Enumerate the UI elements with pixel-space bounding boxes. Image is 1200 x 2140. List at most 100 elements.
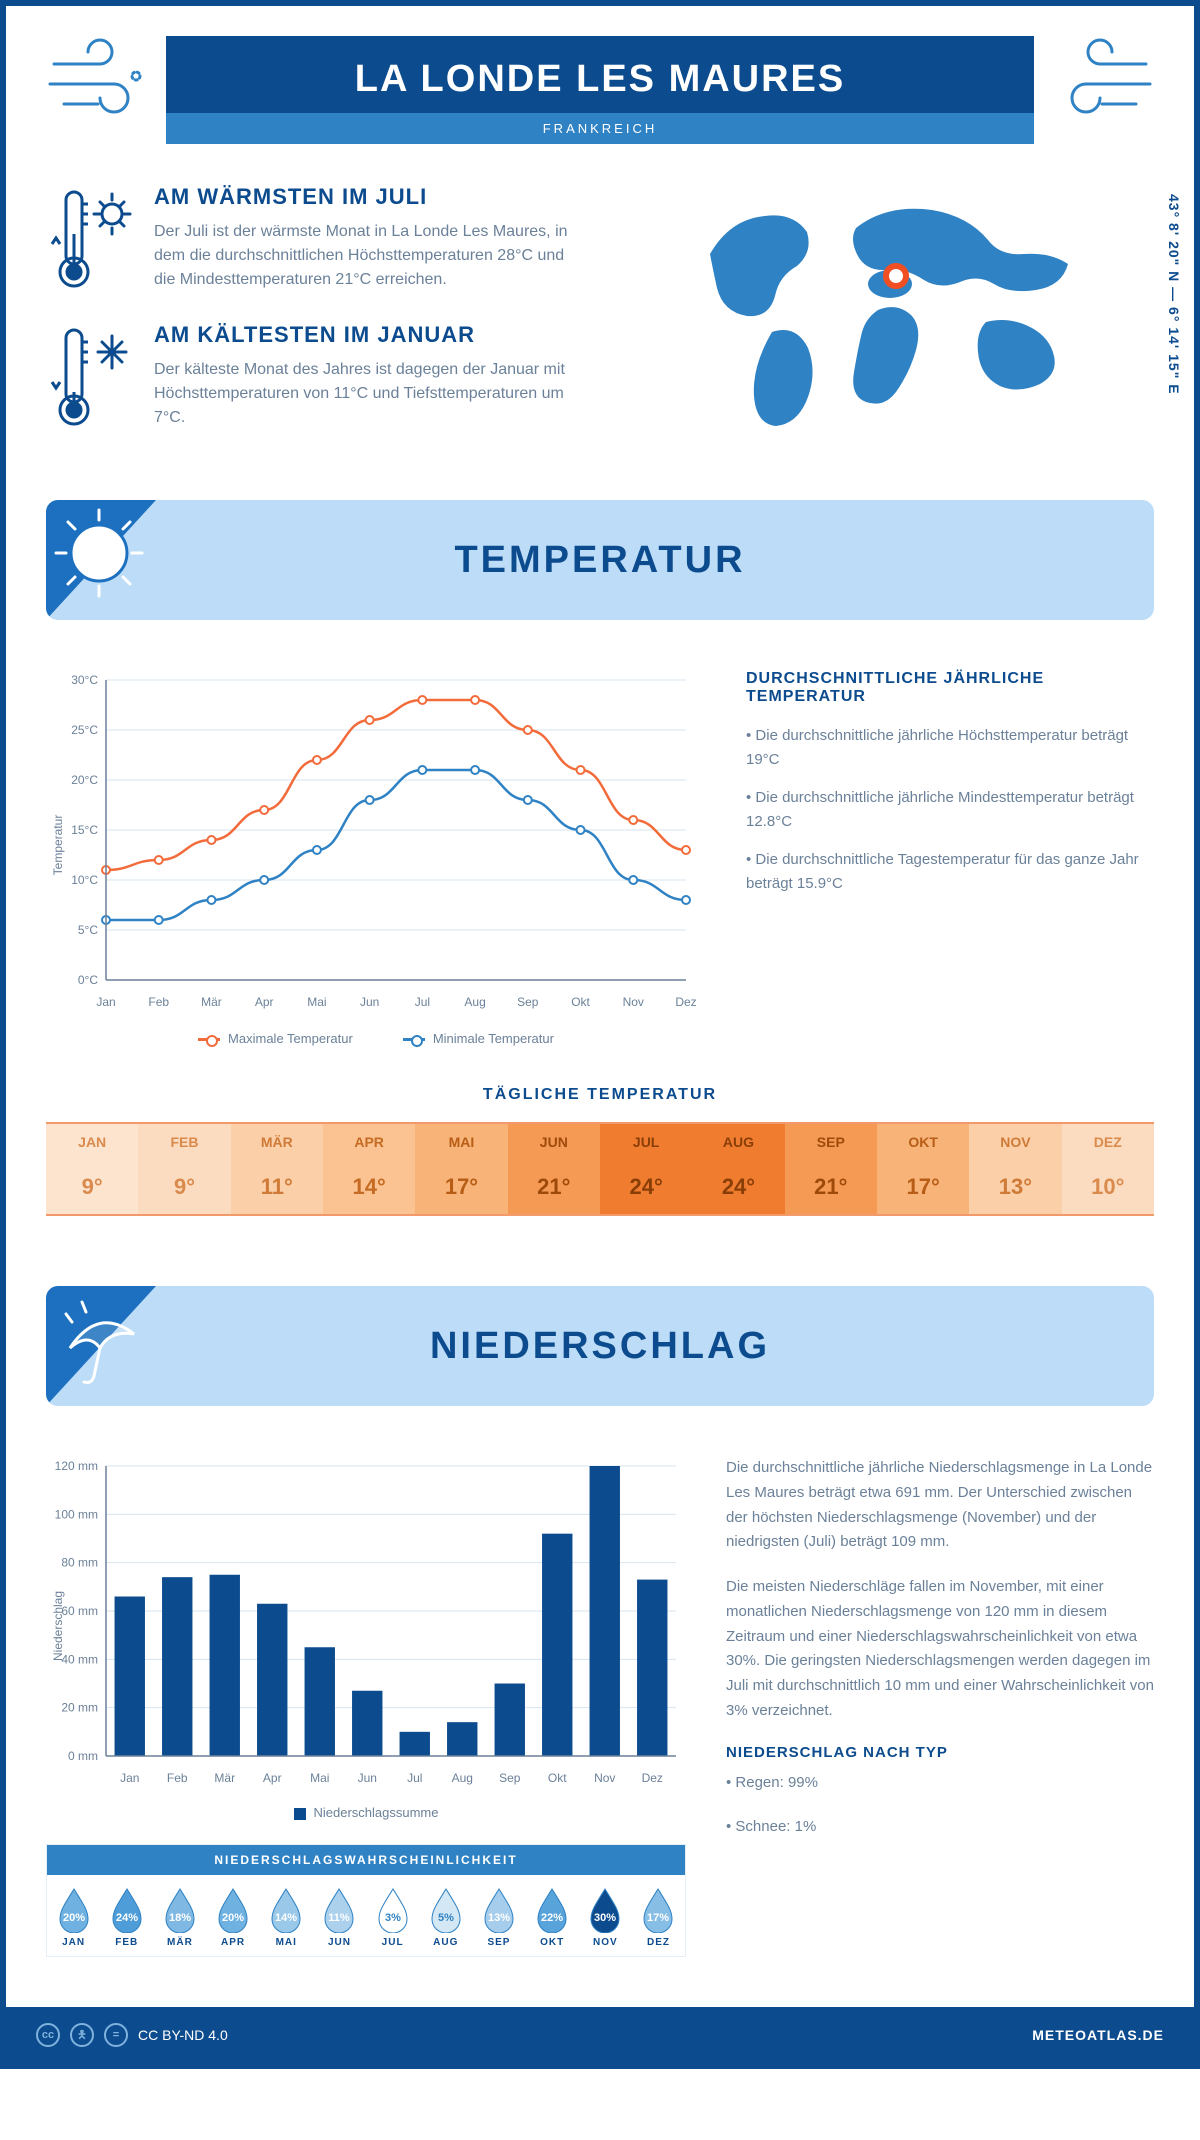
svg-text:Apr: Apr (263, 1771, 282, 1785)
prob-cell: 5%AUG (419, 1875, 472, 1956)
precip-section-banner: NIEDERSCHLAG (46, 1286, 1154, 1406)
svg-text:Okt: Okt (571, 995, 590, 1009)
svg-text:17%: 17% (647, 1912, 669, 1924)
svg-text:60 mm: 60 mm (61, 1604, 98, 1618)
prob-cell: 11%JUN (313, 1875, 366, 1956)
coldest-heading: AM KÄLTESTEN IM JANUAR (154, 322, 586, 348)
svg-text:Feb: Feb (148, 995, 169, 1009)
coldest-block: AM KÄLTESTEN IM JANUAR Der kälteste Mona… (46, 322, 586, 432)
svg-text:22%: 22% (541, 1912, 563, 1924)
svg-text:24%: 24% (116, 1912, 138, 1924)
svg-text:10°C: 10°C (71, 873, 98, 887)
precip-legend: Niederschlagssumme (46, 1805, 686, 1820)
nd-icon: = (104, 2023, 128, 2047)
svg-text:20%: 20% (63, 1912, 85, 1924)
svg-text:120 mm: 120 mm (55, 1459, 98, 1473)
svg-text:30°C: 30°C (71, 673, 98, 687)
precip-probability-box: NIEDERSCHLAGSWAHRSCHEINLICHKEIT 20%JAN24… (46, 1844, 686, 1957)
temp-cell: APR14° (323, 1124, 415, 1214)
svg-text:3%: 3% (385, 1912, 401, 1924)
svg-text:Dez: Dez (675, 995, 696, 1009)
footer: cc 🯅 = CC BY-ND 4.0 METEOATLAS.DE (6, 2007, 1194, 2063)
temp-cell: FEB9° (138, 1124, 230, 1214)
svg-text:15°C: 15°C (71, 823, 98, 837)
svg-text:40 mm: 40 mm (61, 1652, 98, 1666)
header: LA LONDE LES MAURES FRANKREICH (46, 36, 1154, 144)
temperature-heading: TEMPERATUR (454, 539, 745, 582)
warmest-text: Der Juli ist der wärmste Monat in La Lon… (154, 220, 586, 292)
temp-cell: MAI17° (415, 1124, 507, 1214)
prob-cell: 14%MAI (260, 1875, 313, 1956)
temperature-line-chart: 0°C5°C10°C15°C20°C25°C30°CTemperaturJanF… (46, 670, 706, 1020)
prob-cell: 20%JAN (47, 1875, 100, 1956)
svg-text:Temperatur: Temperatur (51, 815, 65, 876)
by-icon: 🯅 (70, 2023, 94, 2047)
page-title: LA LONDE LES MAURES (166, 58, 1034, 101)
svg-text:Mai: Mai (310, 1771, 329, 1785)
svg-text:Mai: Mai (307, 995, 326, 1009)
svg-text:25°C: 25°C (71, 723, 98, 737)
precip-text: Die meisten Niederschläge fallen im Nove… (726, 1575, 1154, 1724)
temp-cell: JUN21° (508, 1124, 600, 1214)
warmest-heading: AM WÄRMSTEN IM JULI (154, 184, 586, 210)
svg-text:Nov: Nov (623, 995, 644, 1009)
svg-text:Aug: Aug (452, 1771, 473, 1785)
svg-text:Feb: Feb (167, 1771, 188, 1785)
annual-temp-point: • Die durchschnittliche Tagestemperatur … (746, 848, 1154, 896)
precip-type: • Schnee: 1% (726, 1815, 1154, 1840)
svg-text:80 mm: 80 mm (61, 1556, 98, 1570)
temp-cell: AUG24° (692, 1124, 784, 1214)
prob-cell: 22%OKT (526, 1875, 579, 1956)
daily-temp-table: JAN9°FEB9°MÄR11°APR14°MAI17°JUN21°JUL24°… (46, 1122, 1154, 1216)
precip-type: • Regen: 99% (726, 1771, 1154, 1796)
svg-text:Jul: Jul (407, 1771, 422, 1785)
annual-temp-point: • Die durchschnittliche jährliche Höchst… (746, 724, 1154, 772)
svg-text:14%: 14% (275, 1912, 297, 1924)
title-bar: LA LONDE LES MAURES (166, 36, 1034, 113)
coordinates: 43° 8' 20" N — 6° 14' 15" E (1166, 194, 1182, 395)
svg-text:5%: 5% (438, 1912, 454, 1924)
sun-icon (52, 506, 147, 601)
svg-text:0 mm: 0 mm (68, 1749, 98, 1763)
daily-temp-title: TÄGLICHE TEMPERATUR (46, 1086, 1154, 1104)
svg-text:Jan: Jan (96, 995, 115, 1009)
country-label: FRANKREICH (166, 113, 1034, 144)
precip-type-heading: NIEDERSCHLAG NACH TYP (726, 1744, 1154, 1761)
umbrella-icon (52, 1292, 147, 1387)
prob-cell: 30%NOV (579, 1875, 632, 1956)
temp-cell: SEP21° (785, 1124, 877, 1214)
temp-cell: MÄR11° (231, 1124, 323, 1214)
thermometer-sun-icon (46, 184, 136, 294)
cc-icon: cc (36, 2023, 60, 2047)
svg-text:Jun: Jun (358, 1771, 377, 1785)
annual-temp-heading: DURCHSCHNITTLICHE JÄHRLICHE TEMPERATUR (746, 670, 1154, 706)
wind-icon (1044, 36, 1154, 126)
svg-text:Mär: Mär (201, 995, 222, 1009)
coldest-text: Der kälteste Monat des Jahres ist dagege… (154, 358, 586, 430)
wind-icon (46, 36, 156, 126)
precip-heading: NIEDERSCHLAG (430, 1325, 770, 1368)
svg-text:Jan: Jan (120, 1771, 139, 1785)
svg-text:Niederschlag: Niederschlag (51, 1591, 65, 1661)
svg-text:Mär: Mär (214, 1771, 235, 1785)
temp-cell: JUL24° (600, 1124, 692, 1214)
legend-max: Maximale Temperatur (228, 1031, 353, 1046)
temp-cell: JAN9° (46, 1124, 138, 1214)
probability-title: NIEDERSCHLAGSWAHRSCHEINLICHKEIT (47, 1845, 685, 1875)
temperature-legend: Maximale Temperatur Minimale Temperatur (46, 1031, 706, 1046)
thermometer-snow-icon (46, 322, 136, 432)
svg-text:20 mm: 20 mm (61, 1701, 98, 1715)
prob-cell: 24%FEB (100, 1875, 153, 1956)
precip-bar-chart: 0 mm20 mm40 mm60 mm80 mm100 mm120 mmNied… (46, 1456, 686, 1796)
svg-text:18%: 18% (169, 1912, 191, 1924)
temperature-section-banner: TEMPERATUR (46, 500, 1154, 620)
prob-cell: 17%DEZ (632, 1875, 685, 1956)
svg-text:Jun: Jun (360, 995, 379, 1009)
prob-cell: 13%SEP (472, 1875, 525, 1956)
warmest-block: AM WÄRMSTEN IM JULI Der Juli ist der wär… (46, 184, 586, 294)
svg-text:Dez: Dez (642, 1771, 663, 1785)
svg-text:20%: 20% (222, 1912, 244, 1924)
svg-text:Sep: Sep (499, 1771, 521, 1785)
svg-text:5°C: 5°C (78, 923, 98, 937)
temp-cell: NOV13° (969, 1124, 1061, 1214)
